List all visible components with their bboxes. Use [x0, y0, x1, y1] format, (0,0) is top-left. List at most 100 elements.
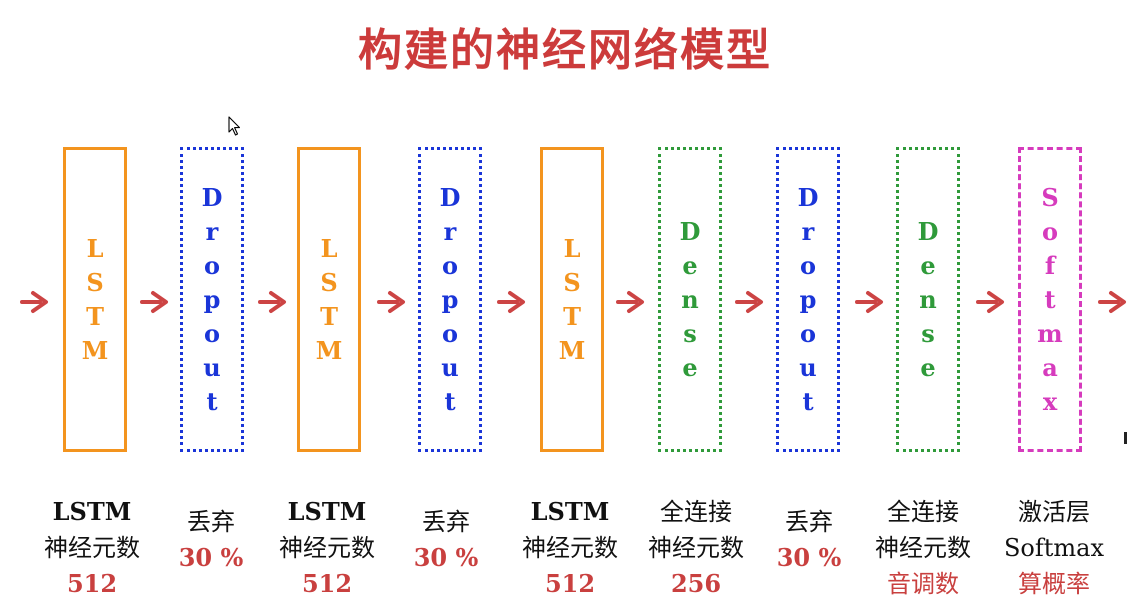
block-letter: M — [558, 335, 586, 365]
layer-caption: 全连接神经元数音调数 — [853, 494, 993, 602]
block-letter: D — [797, 182, 819, 212]
block-letter: t — [802, 386, 814, 416]
edge-mark — [1124, 432, 1127, 444]
layer-caption: 丢弃 30 % — [141, 504, 281, 576]
caption-value: 512 — [544, 569, 596, 598]
flow-arrow-icon — [497, 291, 525, 313]
block-letter: S — [1041, 182, 1059, 212]
caption-layer-name: 丢弃 — [785, 508, 833, 536]
caption-layer-name: 全连接 — [887, 498, 959, 526]
block-letter: M — [81, 335, 109, 365]
block-letter: a — [1042, 352, 1058, 382]
caption-layer-name: 丢弃 — [422, 508, 470, 536]
block-letter: S — [320, 267, 338, 297]
block-letter: r — [443, 216, 457, 246]
block-letter: e — [920, 250, 936, 280]
mouse-pointer-icon — [228, 116, 241, 136]
block-letter: e — [682, 352, 698, 382]
block-letter: t — [1044, 284, 1056, 314]
block-letter: u — [441, 352, 459, 382]
caption-layer-name: 激活层 — [1018, 498, 1090, 526]
layer-caption: LSTM 神经元数 512 — [22, 494, 162, 602]
layer-caption: 全连接 神经元数 256 — [626, 494, 766, 602]
layer-caption: LSTM 神经元数 512 — [500, 494, 640, 602]
caption-layer-name: 丢弃 — [187, 508, 235, 536]
block-letter: t — [206, 386, 218, 416]
caption-description: 神经元数 — [279, 534, 375, 562]
block-letter: u — [799, 352, 817, 382]
block-letter: M — [315, 335, 343, 365]
block-letter: o — [203, 318, 220, 348]
block-letter: u — [203, 352, 221, 382]
flow-arrow-icon — [855, 291, 883, 313]
caption-value: 30 % — [178, 543, 244, 572]
page-title: 构建的神经网络模型 — [358, 25, 772, 76]
layer-caption: 丢弃 30 % — [376, 504, 516, 576]
flow-arrow-icon — [258, 291, 286, 313]
block-letter: s — [921, 318, 935, 348]
flow-arrow-icon — [377, 291, 405, 313]
caption-value: 30 % — [413, 543, 479, 572]
block-letter: o — [799, 318, 816, 348]
caption-value: 音调数 — [887, 570, 959, 598]
caption-description: Softmax — [1003, 534, 1105, 562]
block-letter: p — [441, 284, 459, 314]
block-letter: n — [681, 284, 699, 314]
layer-caption: 激活层 Softmax 算概率 — [984, 494, 1124, 602]
layer-caption: 丢弃 30 % — [739, 504, 879, 576]
block-letter: D — [201, 182, 223, 212]
block-letter: p — [203, 284, 221, 314]
block-letter: m — [1037, 318, 1063, 348]
block-letter: n — [919, 284, 937, 314]
caption-description: 神经元数 — [44, 534, 140, 562]
block-letter: t — [444, 386, 456, 416]
block-letter: r — [205, 216, 219, 246]
block-letter: L — [320, 233, 338, 263]
block-letter: f — [1044, 250, 1056, 280]
flow-arrow-icon — [140, 291, 168, 313]
flow-arrow-icon — [735, 291, 763, 313]
block-letter: T — [320, 301, 338, 331]
block-letter: o — [1041, 216, 1058, 246]
caption-layer-name: LSTM — [52, 497, 132, 526]
caption-value: 30 % — [776, 543, 842, 572]
block-letter: o — [203, 250, 220, 280]
caption-layer-name: LSTM — [530, 497, 610, 526]
block-letter: e — [682, 250, 698, 280]
caption-value: 512 — [66, 569, 118, 598]
block-letter: L — [563, 233, 581, 263]
caption-layer-name: 全连接 — [660, 498, 732, 526]
block-letter: S — [86, 267, 104, 297]
caption-layer-name: LSTM — [287, 497, 367, 526]
flow-arrow-icon — [616, 291, 644, 313]
caption-description: 神经元数 — [522, 534, 618, 562]
block-letter: D — [439, 182, 461, 212]
block-letter: r — [801, 216, 815, 246]
block-letter: T — [563, 301, 581, 331]
block-letter: o — [441, 250, 458, 280]
flow-arrow-icon — [20, 291, 48, 313]
block-letter: D — [917, 216, 939, 246]
caption-value: 256 — [670, 569, 722, 598]
block-letter: s — [683, 318, 697, 348]
caption-value: 512 — [301, 569, 353, 598]
block-letter: S — [563, 267, 581, 297]
block-letter: o — [799, 250, 816, 280]
block-letter: L — [86, 233, 104, 263]
caption-value: 算概率 — [1018, 570, 1090, 598]
flow-arrow-icon — [976, 291, 1004, 313]
block-letter: e — [920, 352, 936, 382]
caption-description: 神经元数 — [875, 534, 971, 562]
block-letter: o — [441, 318, 458, 348]
block-letter: x — [1042, 386, 1058, 416]
block-letter: p — [799, 284, 817, 314]
flow-arrow-icon — [1098, 291, 1126, 313]
